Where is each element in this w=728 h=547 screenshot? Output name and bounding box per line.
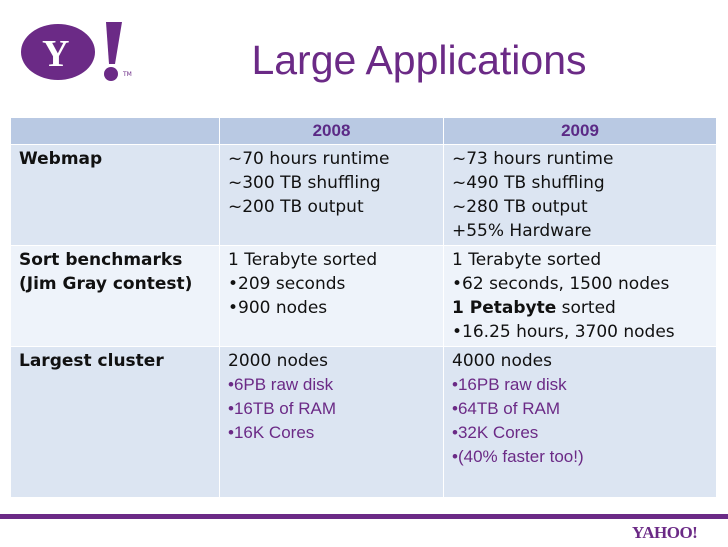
cell-line: •6PB raw disk (228, 375, 334, 394)
row-label: Webmap (10, 144, 220, 246)
cell-line: •(40% faster too!) (452, 447, 584, 466)
cell-2009: 1 Terabyte sorted •62 seconds, 1500 node… (443, 245, 717, 347)
cell-line: 1 Terabyte sorted (228, 250, 378, 270)
svg-text:YAHOO!: YAHOO! (632, 523, 697, 542)
cell-line: •16TB of RAM (228, 399, 336, 418)
cell-2008: 1 Terabyte sorted •209 seconds •900 node… (219, 245, 444, 347)
cell-line: •32K Cores (452, 423, 539, 442)
cell-text: sorted (556, 298, 616, 318)
cell-line: 1 Terabyte sorted (452, 250, 602, 270)
cell-line: 2000 nodes (228, 351, 328, 371)
cell-line: ~300 TB shuffling (228, 173, 381, 193)
row-label-text: (Jim Gray contest) (19, 274, 193, 294)
cell-line: 1 Petabyte sorted (452, 296, 708, 320)
cell-line: •900 nodes (228, 298, 328, 318)
cell-bold-text: 1 Petabyte (452, 298, 557, 318)
cell-line: •16PB raw disk (452, 375, 567, 394)
row-label: Sort benchmarks (Jim Gray contest) (10, 245, 220, 347)
svg-text:Y: Y (42, 33, 69, 75)
table-header-row: 2008 2009 (10, 117, 717, 145)
table-row-webmap: Webmap ~70 hours runtime ~300 TB shuffli… (10, 144, 717, 246)
cell-line: ~73 hours runtime (452, 149, 614, 169)
header-2009: 2009 (443, 117, 717, 145)
table-row-largest-cluster: Largest cluster 2000 nodes •6PB raw disk… (10, 346, 717, 498)
cell-line: •64TB of RAM (452, 399, 560, 418)
cell-line: •16.25 hours, 3700 nodes (452, 322, 675, 342)
cell-2008: ~70 hours runtime ~300 TB shuffling ~200… (219, 144, 444, 246)
header-2008: 2008 (219, 117, 444, 145)
row-label: Largest cluster (10, 346, 220, 498)
cell-2008: 2000 nodes •6PB raw disk •16TB of RAM •1… (219, 346, 444, 498)
cell-line: ~490 TB shuffling (452, 173, 605, 193)
comparison-table: 2008 2009 Webmap ~70 hours runtime ~300 … (10, 117, 717, 498)
cell-line: ~280 TB output (452, 197, 588, 217)
slide-title: Large Applications (251, 37, 587, 83)
cell-line: •209 seconds (228, 274, 346, 294)
cell-2009: ~73 hours runtime ~490 TB shuffling ~280… (443, 144, 717, 246)
cell-2009: 4000 nodes •16PB raw disk •64TB of RAM •… (443, 346, 717, 498)
row-label-text: Largest cluster (19, 351, 164, 371)
cell-line: •16K Cores (228, 423, 315, 442)
header-blank (10, 117, 220, 145)
cell-line: •62 seconds, 1500 nodes (452, 274, 670, 294)
yahoo-footer-logo: YAHOO! (630, 519, 720, 543)
yahoo-logo: Y TM (18, 16, 136, 86)
cell-line: ~200 TB output (228, 197, 364, 217)
row-label-text: Webmap (19, 149, 103, 169)
cell-line: 4000 nodes (452, 351, 552, 371)
svg-text:TM: TM (122, 71, 132, 78)
cell-line: ~70 hours runtime (228, 149, 390, 169)
row-label-text: Sort benchmarks (19, 250, 183, 270)
footer-bar (0, 514, 728, 546)
cell-line: +55% Hardware (452, 221, 592, 241)
table-row-sort-benchmarks: Sort benchmarks (Jim Gray contest) 1 Ter… (10, 245, 717, 347)
